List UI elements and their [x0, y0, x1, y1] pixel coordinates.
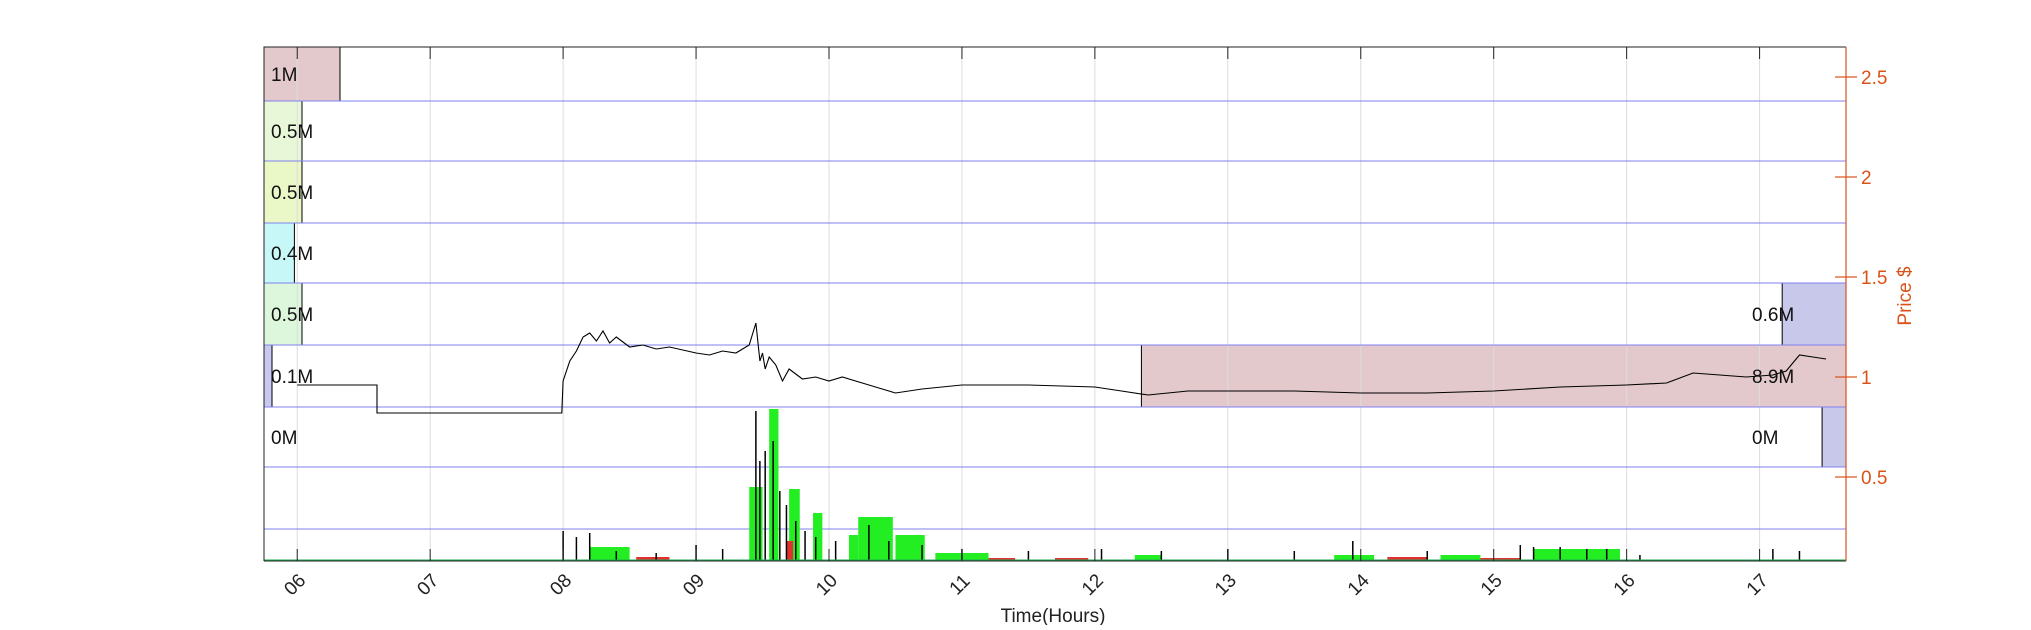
x-tick-label-6: 12 — [1078, 570, 1108, 600]
y-axis-label-right: Price $ — [1895, 266, 1916, 326]
volume-block-red-4 — [1387, 557, 1428, 561]
left-profile-label-0: 0M — [271, 428, 297, 449]
x-tick-label-7: 13 — [1211, 570, 1241, 600]
x-tick-label-0: 06 — [280, 570, 310, 600]
x-tick-label-9: 15 — [1477, 570, 1507, 600]
right-profile-label-0: 0M — [1752, 428, 1778, 449]
right-profile-label-2: 0.6M — [1752, 305, 1794, 326]
volume-block-green-0 — [589, 547, 630, 561]
left-profile-bar-3 — [263, 222, 295, 284]
left-profile-label-6: 1M — [271, 65, 297, 86]
x-tick-label-10: 16 — [1610, 570, 1640, 600]
x-tick-label-3: 09 — [679, 570, 709, 600]
left-profile-label-3: 0.4M — [271, 244, 313, 265]
y-tick-label-3: 2 — [1861, 168, 1872, 189]
y-tick-label-1: 1 — [1861, 368, 1872, 389]
y-tick-label-2: 1.5 — [1861, 268, 1887, 289]
x-tick-label-5: 11 — [946, 571, 975, 600]
right-profile-band-0 — [1821, 406, 1847, 468]
volume-block-green-12 — [1533, 549, 1620, 561]
left-profile-label-2: 0.5M — [271, 305, 313, 326]
volume-block-green-3 — [789, 489, 800, 561]
price-line — [297, 322, 1827, 414]
volume-block-green-9 — [1134, 555, 1162, 561]
volume-block-green-7 — [895, 535, 925, 561]
volume-block-green-5 — [848, 535, 859, 561]
left-profile-label-1: 0.1M — [271, 367, 313, 388]
x-tick-label-8: 14 — [1344, 570, 1374, 600]
volume-block-red-0 — [636, 557, 670, 561]
x-axis-label: Time(Hours) — [1001, 606, 1106, 625]
volume-block-green-10 — [1334, 555, 1375, 561]
y-tick-label-0: 0.5 — [1861, 468, 1887, 489]
x-tick-label-2: 08 — [546, 570, 576, 600]
x-tick-label-11: 17 — [1743, 570, 1773, 600]
y-tick-label-4: 2.5 — [1861, 68, 1887, 89]
volume-block-green-4 — [813, 513, 823, 561]
plot-area — [264, 47, 1846, 561]
left-profile-label-5: 0.5M — [271, 122, 313, 143]
volume-block-green-11 — [1440, 555, 1481, 561]
volume-block-green-6 — [858, 517, 893, 561]
right-profile-label-1: 8.9M — [1752, 367, 1794, 388]
volume-block-red-1 — [786, 541, 794, 561]
x-tick-label-1: 07 — [413, 570, 443, 600]
left-profile-label-4: 0.5M — [271, 183, 313, 204]
x-tick-label-4: 10 — [812, 570, 842, 600]
left-profile-bar-5 — [263, 100, 303, 162]
right-profile-band-2 — [1781, 282, 1847, 346]
left-profile-bar-6 — [263, 46, 341, 102]
